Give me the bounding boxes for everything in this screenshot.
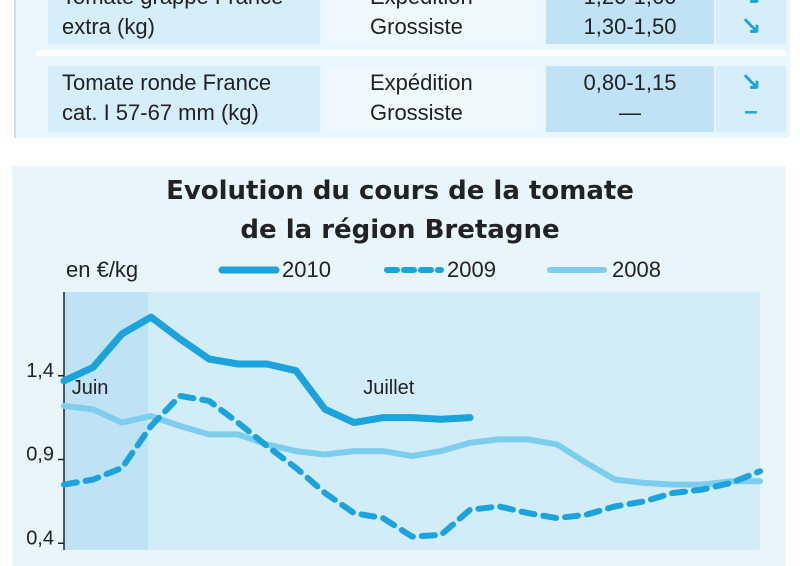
legend-label-2010: 2010 [282,257,331,282]
series-line-2009 [61,392,763,540]
product-cell: Tomate ronde France cat. I 57-67 mm (kg) [48,66,320,132]
legend-label-2008: 2008 [612,257,661,282]
product-line: cat. I 57-67 mm (kg) [62,100,259,125]
trend-flat-icon: – [744,98,758,125]
table-row: Tomate grappe France extra (kg) Expéditi… [36,0,786,44]
circuit-label: Grossiste [370,14,463,39]
price-value: 1,20-1,60 [546,0,714,10]
price-value: — [619,100,641,125]
row-divider [36,50,786,56]
trend-down-icon: ↘ [740,12,762,39]
price-value: 1,30-1,50 [583,14,677,39]
price-table: Tomate grappe France extra (kg) Expéditi… [14,0,790,138]
y-axis-unit-label: en €/kg [66,257,139,282]
circuit-cell: Expédition Grossiste [324,66,536,132]
trend-cell: ↘ ↘ [716,0,786,44]
annotation-juin: Juin [72,377,109,399]
product-cell: Tomate grappe France extra (kg) [48,0,320,44]
price-evolution-chart: 0,4 0,9 1,4 Juin Juillet [26,266,763,550]
series-line-2010 [60,313,474,427]
y-tick-label: 0,9 [26,444,54,466]
series-line-2008 [61,402,763,488]
circuit-label: Expédition [370,0,473,10]
product-line: Tomate grappe France [62,0,283,10]
table-row: Tomate ronde France cat. I 57-67 mm (kg)… [36,66,786,132]
y-tick-label: 1,4 [26,360,54,382]
price-cell: 0,80-1,15 — [546,66,714,132]
trend-down-icon: ↘ [716,0,786,10]
chart-title-line-2: de la région Bretagne [240,215,560,245]
trend-down-icon: ↘ [740,68,762,95]
product-line: Tomate ronde France [62,70,272,95]
trend-cell: ↘ – [716,66,786,132]
circuit-label: Grossiste [370,100,463,125]
product-line: extra (kg) [62,14,155,39]
price-cell: 1,20-1,60 1,30-1,50 [546,0,714,44]
chart-title-line-1: Evolution du cours de la tomate [166,176,634,206]
circuit-label: Expédition [370,70,473,95]
circuit-cell: Expédition Grossiste [324,0,536,44]
price-value: 0,80-1,15 [583,70,677,95]
annotation-juillet: Juillet [363,377,415,399]
y-tick-label: 0,4 [26,527,54,549]
legend-label-2009: 2009 [447,257,496,282]
